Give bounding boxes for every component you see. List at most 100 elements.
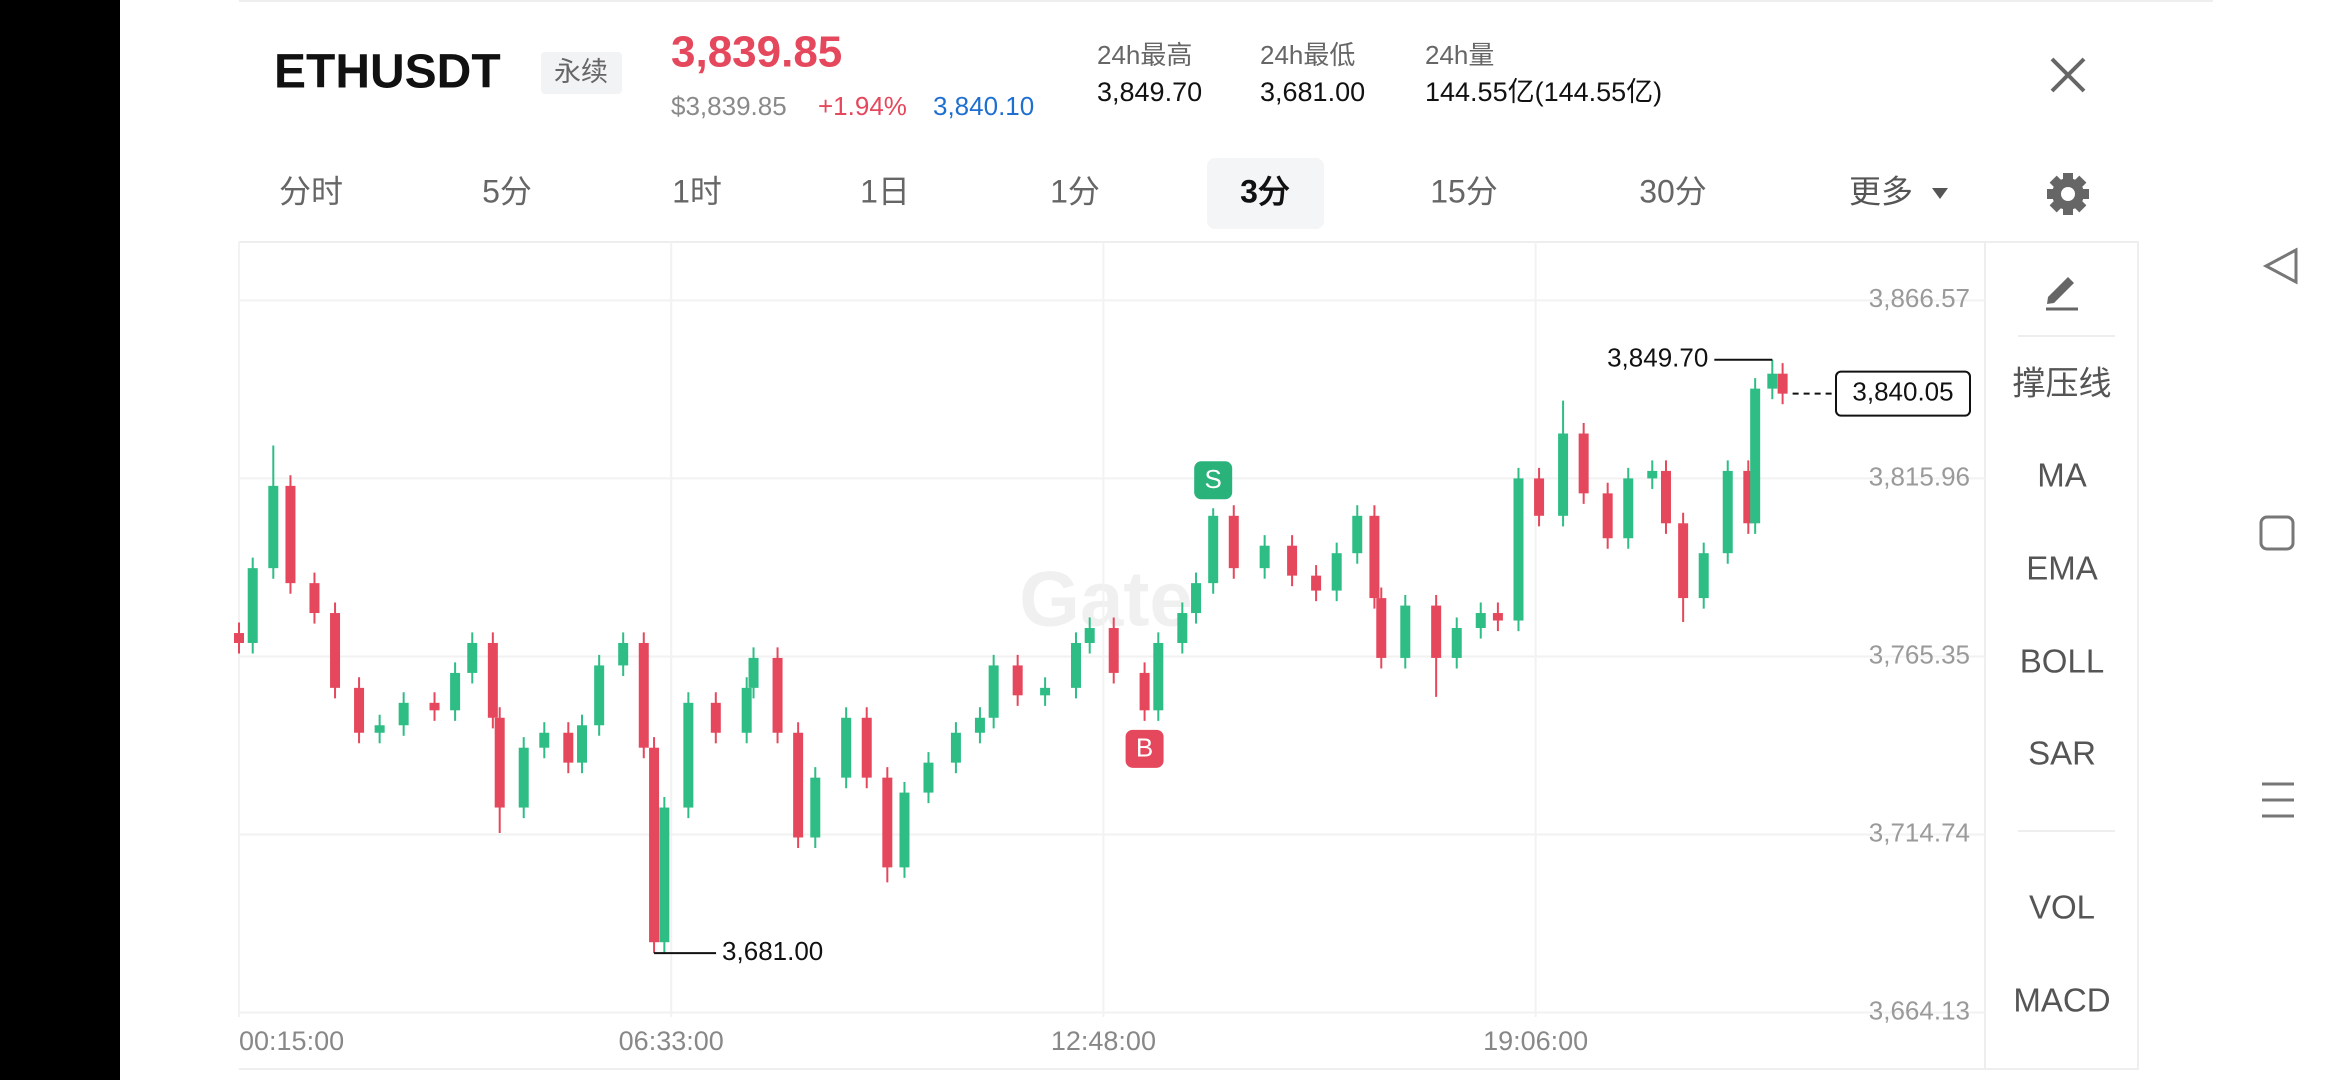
nav-back[interactable] [2262, 247, 2298, 285]
candle-body [487, 642, 498, 718]
settings-button[interactable] [2038, 164, 2097, 223]
candle-body [638, 642, 649, 748]
tab[interactable]: 5分 [482, 173, 532, 209]
candle-body [649, 747, 660, 943]
candle-body [793, 732, 804, 838]
candle-body [1513, 478, 1524, 621]
candle-body [518, 747, 529, 808]
candle-body [1678, 523, 1689, 599]
indicator[interactable]: 撑压线 [2013, 365, 2112, 402]
tab[interactable]: 1分 [1050, 173, 1100, 209]
tab[interactable]: 1时 [672, 173, 722, 209]
candle-body [1376, 598, 1387, 658]
candle-body [1311, 575, 1322, 591]
pencil[interactable] [2047, 277, 2074, 304]
indicator[interactable]: EMA [2026, 550, 2098, 587]
candle-body [618, 642, 629, 666]
candle-body [1040, 687, 1051, 696]
candle-body [1108, 628, 1119, 673]
candle-body [1287, 545, 1298, 576]
sub-indicator[interactable]: MACD [2013, 982, 2110, 1019]
candle-body [741, 687, 752, 733]
candle-body [1475, 613, 1486, 629]
candle-body [1431, 605, 1442, 658]
y-tick-label: 3,815.96 [1869, 461, 1970, 491]
sub-indicator[interactable]: VOL [2029, 889, 2095, 926]
tab[interactable]: 分时 [279, 173, 343, 209]
candle-body [354, 687, 365, 733]
stat-label: 24h最高 [1097, 40, 1192, 70]
y-tick-label: 3,714.74 [1869, 817, 1970, 847]
draw-tool[interactable] [2046, 277, 2078, 311]
low-label: 3,681.00 [722, 936, 823, 966]
more-menu[interactable]: 更多 [1849, 173, 1913, 209]
candle-body [309, 583, 320, 614]
candle-body [1698, 553, 1709, 599]
candle-body [494, 717, 505, 808]
candle-body [1647, 470, 1658, 479]
candle-body [539, 732, 550, 748]
stat-value: 144.55亿(144.55亿) [1425, 77, 1662, 107]
left-bar [0, 0, 120, 1080]
candle-body [1660, 470, 1671, 524]
mark-price: 3,840.10 [933, 91, 1034, 121]
indicator[interactable]: MA [2037, 457, 2087, 494]
indicator-panel [1984, 241, 2139, 1070]
tab[interactable]: 15分 [1430, 173, 1498, 209]
candle-body [1191, 583, 1202, 614]
candle-body [748, 657, 759, 688]
candle-body [1208, 515, 1219, 584]
candle-body [234, 633, 244, 643]
candle-body [1777, 373, 1788, 394]
candle-body [923, 762, 934, 793]
candle-body [1153, 642, 1164, 711]
candle-body [577, 725, 588, 763]
stat-label: 24h量 [1425, 40, 1494, 70]
gear-hole[interactable] [2061, 187, 2075, 201]
x-tick-label: 00:15:00 [239, 1026, 344, 1056]
candle-body [710, 702, 721, 733]
contract-tag: 永续 [554, 57, 608, 87]
candle-body [1331, 553, 1342, 591]
trade-marker [1194, 461, 1233, 500]
watermark: Gate [1019, 555, 1192, 643]
candle-body [772, 657, 783, 733]
trade-marker-label: S [1205, 464, 1222, 494]
tag-bg [541, 52, 622, 94]
indicator[interactable]: BOLL [2020, 643, 2104, 680]
candle-body [398, 702, 409, 726]
candle-body [1743, 470, 1754, 524]
close-button[interactable] [2050, 57, 2086, 93]
last-price-label: 3,840.05 [1852, 377, 1953, 407]
candle-body [1492, 613, 1503, 621]
close-stroke[interactable] [2050, 57, 2086, 93]
stat-value: 3,849.70 [1097, 77, 1202, 107]
more-caret[interactable] [1932, 188, 1948, 199]
tab-active-bg[interactable] [1207, 158, 1324, 229]
tab[interactable]: 3分 [1240, 173, 1290, 209]
tab[interactable]: 30分 [1639, 173, 1707, 209]
candle-body [1534, 478, 1545, 516]
tab[interactable]: 1日 [860, 173, 910, 209]
candle-body [1767, 373, 1778, 389]
y-tick-label: 3,765.35 [1869, 639, 1970, 669]
x-tick-label: 06:33:00 [619, 1026, 724, 1056]
indicator[interactable]: SAR [2028, 735, 2096, 772]
candle-body [1228, 515, 1239, 569]
candle-body [1369, 515, 1380, 599]
candle-body [1400, 605, 1411, 658]
candle-body [467, 642, 478, 673]
candle-body [810, 777, 821, 838]
nav-home[interactable] [2259, 515, 2295, 551]
candle-body [594, 665, 605, 726]
nav-recents[interactable] [2262, 782, 2294, 818]
usd-price: $3,839.85 [671, 91, 787, 121]
x-tick-label: 12:48:00 [1051, 1026, 1156, 1056]
symbol: ETHUSDT [274, 46, 501, 99]
candle-body [1602, 493, 1613, 539]
high-label: 3,849.70 [1607, 343, 1708, 373]
candle-body [268, 485, 279, 569]
candle-body [1558, 433, 1569, 516]
candle-body [1070, 642, 1081, 688]
